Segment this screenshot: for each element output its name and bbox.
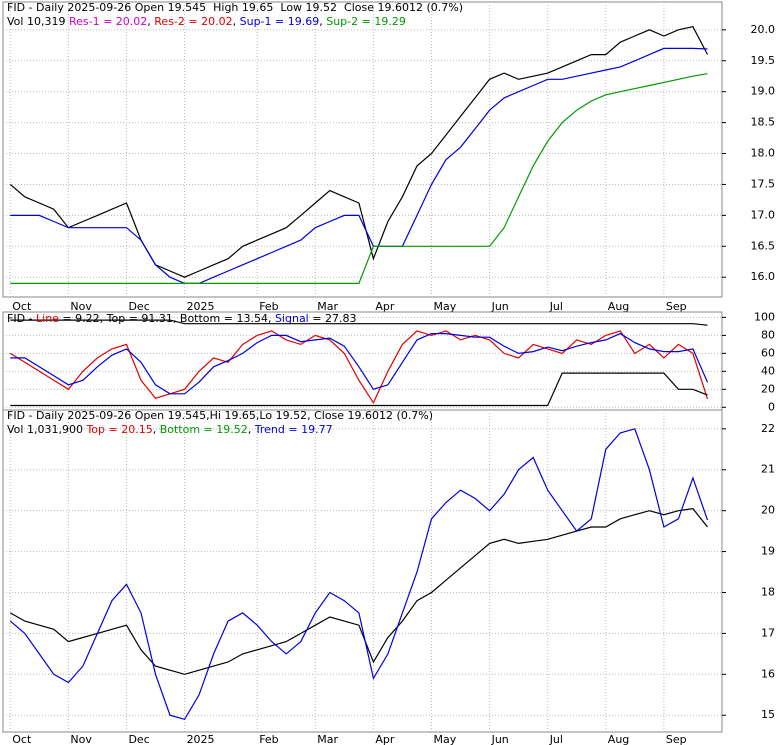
x-tick-label: Dec [128, 300, 149, 313]
x-tick-label: Dec [128, 733, 149, 745]
header-part: FID - Daily 2025-09-26 Open 19.545 High … [7, 1, 463, 14]
y-tick-label: 22 [761, 422, 775, 435]
y-tick-label: 17.5 [751, 177, 776, 190]
header-part: Signal [275, 312, 309, 325]
y-tick-label: 19.5 [751, 54, 776, 67]
y-tick-label: 16.5 [751, 239, 776, 252]
y-tick-label: 16.0 [751, 270, 776, 283]
x-tick-label: Apr [375, 733, 395, 745]
header-text: FID - Daily 2025-09-26 Open 19.545 High … [7, 1, 463, 14]
header-part: Sup-1 = 19.69 [240, 15, 320, 28]
header-part: = 27.83 [309, 312, 357, 325]
y-tick-label: 18.5 [751, 116, 776, 129]
x-tick-label: Mar [317, 733, 338, 745]
header-part: , [233, 15, 240, 28]
y-tick-label: 100 [754, 310, 775, 323]
series-line [10, 507, 708, 675]
x-tick-label: May [433, 733, 456, 745]
x-tick-label: Nov [70, 300, 92, 313]
x-tick-label: Jun [491, 300, 509, 313]
y-tick-label: 18.0 [751, 147, 776, 160]
header-part: FID - Daily 2025-09-26 Open 19.545,Hi 19… [7, 409, 433, 422]
header-part: = 9.22, Top = 91.31, Bottom = 13.54, [59, 312, 275, 325]
header-part: , [319, 15, 326, 28]
x-tick-label: Oct [12, 733, 32, 745]
y-tick-label: 60 [761, 346, 775, 359]
x-tick-label: Feb [259, 733, 278, 745]
header-part: Trend = 19.77 [254, 423, 333, 436]
y-tick-label: 0 [768, 400, 775, 413]
y-tick-label: 20 [761, 382, 775, 395]
header-part: Bottom = 19.52 [160, 423, 248, 436]
x-tick-label: Sep [666, 733, 687, 745]
series-line [10, 372, 708, 407]
x-tick-label: May [433, 300, 456, 313]
x-tick-label: Aug [608, 300, 629, 313]
x-tick-label: Jul [549, 300, 563, 313]
header-text: Vol 1,031,900 Top = 20.15, Bottom = 19.5… [7, 423, 333, 436]
y-tick-label: 20 [761, 504, 775, 517]
series-line [10, 319, 708, 326]
series-line [10, 47, 708, 284]
header-part: , [147, 15, 154, 28]
header-part: , [153, 423, 160, 436]
x-tick-label: Mar [317, 300, 338, 313]
x-tick-label: Oct [12, 300, 32, 313]
x-tick-label: Feb [259, 300, 278, 313]
header-part: Res-2 = 20.02 [154, 15, 232, 28]
header-part: , [248, 423, 255, 436]
header-part: FID - [7, 312, 36, 325]
y-tick-label: 17 [761, 626, 775, 639]
series-line [9, 330, 709, 405]
header-text: FID - Daily 2025-09-26 Open 19.545,Hi 19… [7, 409, 433, 422]
y-tick-label: 17.0 [751, 208, 776, 221]
x-tick-label: Sep [666, 300, 687, 313]
header-part: Res-1 = 20.02 [69, 15, 147, 28]
panel-frame [2, 409, 723, 733]
x-tick-label: Nov [70, 733, 92, 745]
series-line [10, 332, 709, 395]
x-tick-label: 2025 [187, 300, 215, 313]
x-tick-label: Apr [375, 300, 395, 313]
x-tick-label: Jul [549, 733, 563, 745]
header-part: Line [36, 312, 59, 325]
y-tick-label: 16 [761, 667, 775, 680]
header-part: Vol 1,031,900 [7, 423, 86, 436]
y-tick-label: 21 [761, 463, 775, 476]
series-line [9, 26, 709, 278]
x-tick-label: Jun [491, 733, 509, 745]
header-text: FID - Line = 9.22, Top = 91.31, Bottom =… [7, 312, 356, 325]
y-tick-label: 18 [761, 585, 775, 598]
y-tick-label: 19.0 [751, 85, 776, 98]
header-text: Vol 10,319 Res-1 = 20.02, Res-2 = 20.02,… [7, 15, 406, 28]
header-part: Sup-2 = 19.29 [326, 15, 406, 28]
x-tick-label: 2025 [187, 733, 215, 745]
y-tick-label: 19 [761, 545, 775, 558]
y-tick-label: 80 [761, 328, 775, 341]
y-tick-label: 15 [761, 708, 775, 721]
header-part: Top = 20.15 [85, 423, 152, 436]
y-tick-label: 40 [761, 364, 775, 377]
series-line [10, 73, 708, 284]
series-line [9, 428, 709, 721]
header-part: Vol 10,319 [7, 15, 69, 28]
panel-frame [2, 1, 723, 298]
y-tick-label: 20.0 [751, 23, 776, 36]
x-tick-label: Aug [608, 733, 629, 745]
